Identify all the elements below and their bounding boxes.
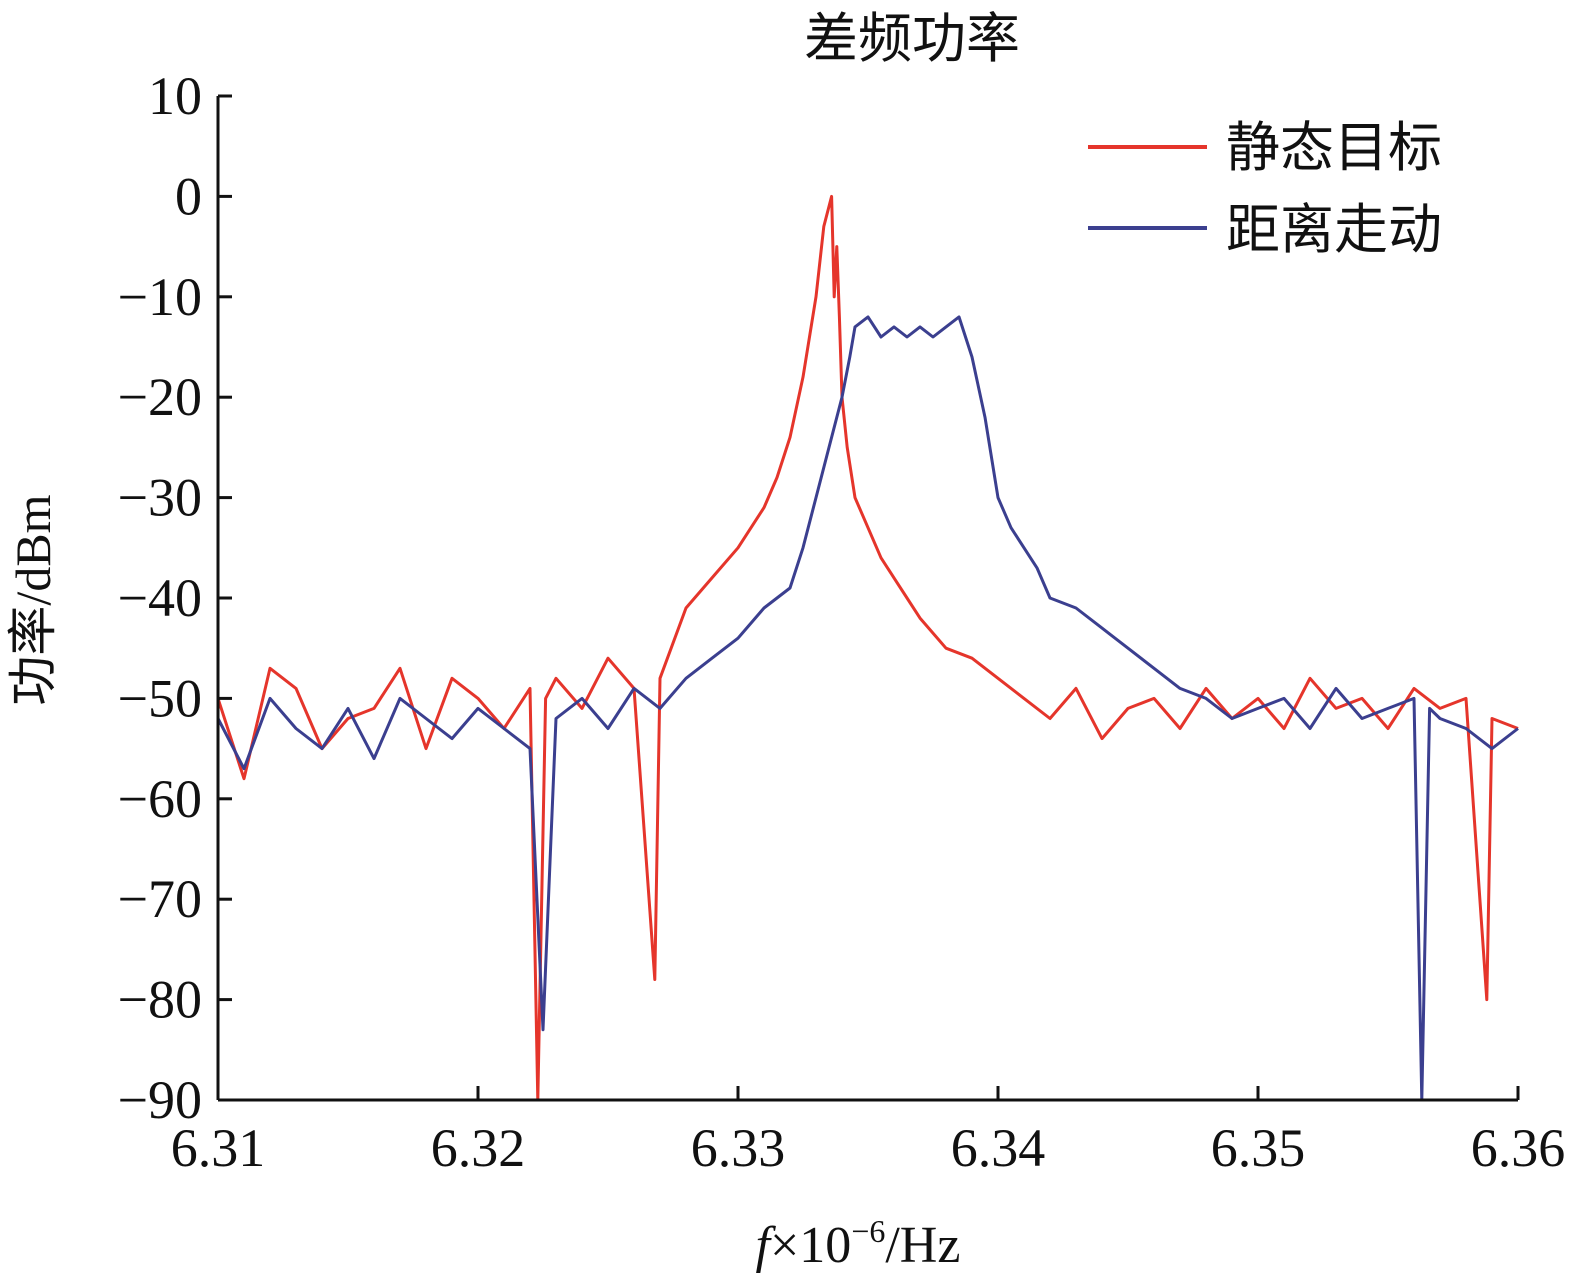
y-tick-label: −60: [118, 769, 202, 829]
y-tick-label: −50: [118, 668, 202, 728]
x-tick-label: 6.33: [691, 1118, 786, 1178]
legend-label-walk: 距离走动: [1226, 200, 1442, 260]
series-line-1: [216, 315, 1519, 1102]
x-axis-label-exponent: −6: [851, 1213, 885, 1249]
series-layer: [216, 194, 1519, 1102]
y-ticks: 10 0 −10 −20 −30 −40 −50 −60 −70 −80 −90: [118, 66, 232, 1130]
y-tick-label: −70: [118, 869, 202, 929]
x-tick-label: 6.31: [171, 1118, 266, 1178]
x-tick-label: 6.36: [1471, 1118, 1566, 1178]
x-tick-label: 6.35: [1211, 1118, 1306, 1178]
chart-title: 差频功率: [804, 9, 1020, 69]
y-tick-label: −10: [118, 267, 202, 327]
legend: 静态目标 距离走动: [1088, 118, 1442, 260]
x-tick-label: 6.34: [951, 1118, 1046, 1178]
x-axis-label: f×10−6/Hz: [756, 1213, 961, 1274]
y-axis-label: 功率/dBm: [5, 494, 61, 705]
y-tick-label: −80: [118, 970, 202, 1030]
legend-label-static: 静态目标: [1226, 118, 1442, 178]
x-axis-label-multiplier: ×10: [770, 1217, 851, 1274]
y-tick-label: −40: [118, 568, 202, 628]
y-tick-label: −90: [118, 1070, 202, 1130]
y-tick-label: −30: [118, 468, 202, 528]
y-tick-label: 10: [148, 66, 202, 126]
series-line-0: [216, 194, 1519, 1102]
x-ticks: 6.31 6.32 6.33 6.34 6.35 6.36: [171, 1086, 1566, 1178]
x-tick-label: 6.32: [431, 1118, 526, 1178]
y-tick-label: −20: [118, 367, 202, 427]
x-axis-label-unit: /Hz: [885, 1217, 960, 1274]
y-tick-label: 0: [175, 166, 202, 226]
